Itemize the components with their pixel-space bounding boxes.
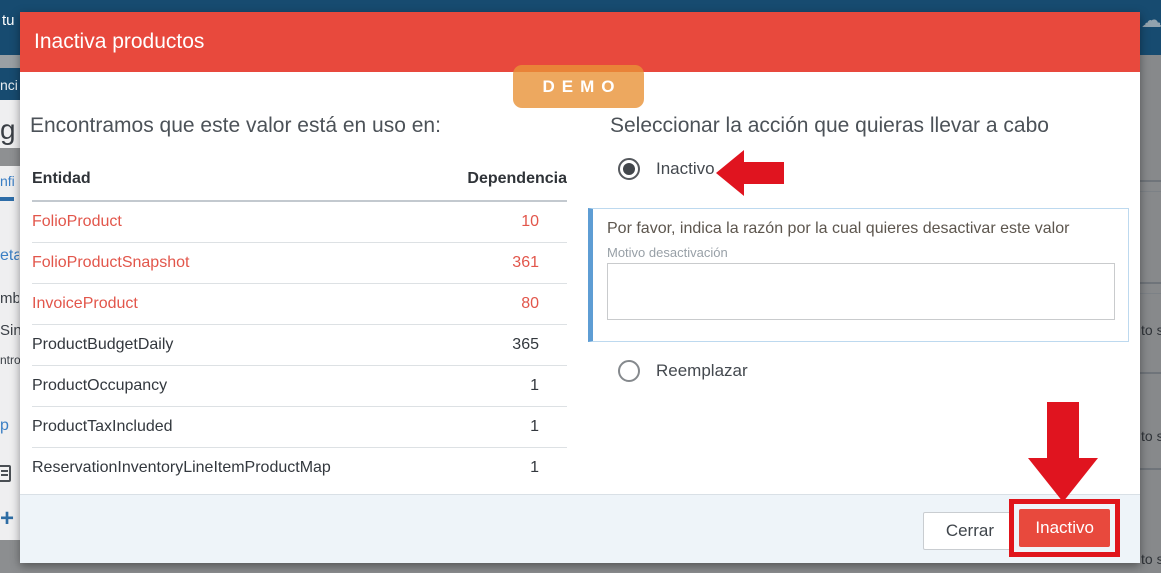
radio-reemplazar-input[interactable] [618, 360, 640, 382]
radio-option-reemplazar[interactable]: Reemplazar [618, 360, 748, 382]
bg-text-fragment: p [0, 417, 9, 434]
add-icon: + [0, 505, 15, 532]
column-header-dependency: Dependencia [433, 160, 567, 202]
bg-text-fragment: ntro [0, 353, 20, 367]
dependency-count: 10 [433, 201, 567, 243]
dialog-body: Encontramos que este valor está en uso e… [20, 72, 1140, 494]
inactivate-button[interactable]: Inactivo [1019, 509, 1110, 547]
bg-row-line [1140, 180, 1161, 182]
annotation-arrow-down-icon [1028, 402, 1098, 502]
table-row: FolioProduct 10 [32, 201, 567, 243]
dependency-table-container[interactable]: Entidad Dependencia FolioProduct 10 Foli… [32, 160, 567, 478]
document-icon [0, 465, 11, 482]
bg-text-fragment: nci [0, 77, 18, 93]
radio-inactivo-label: Inactivo [656, 159, 715, 178]
entity-link[interactable]: FolioProduct [32, 201, 434, 243]
entity-link[interactable]: InvoiceProduct [32, 283, 434, 325]
usage-section: Encontramos que este valor está en uso e… [28, 72, 578, 478]
entity-label: ProductTaxIncluded [32, 406, 434, 448]
column-header-entity: Entidad [32, 160, 434, 202]
entity-label: ProductBudgetDaily [32, 324, 434, 366]
bg-row-line [1140, 468, 1161, 470]
motivo-label: Motivo desactivación [607, 245, 728, 260]
dialog-footer: Cerrar Inactivo [20, 494, 1140, 563]
bg-text-fragment: to s [1141, 551, 1161, 567]
deactivation-reason-panel: Por favor, indica la razón por la cual q… [588, 208, 1129, 342]
entity-link[interactable]: FolioProductSnapshot [32, 242, 434, 284]
bg-row-line [1140, 293, 1161, 294]
background-left-gap [0, 55, 20, 68]
dialog-title: Inactiva productos [34, 30, 205, 53]
action-section: Seleccionar la acción que quieras llevar… [588, 72, 1129, 382]
entity-label: ReservationInventoryLineItemProductMap [32, 447, 434, 478]
bg-text-fragment: to s [1141, 322, 1161, 338]
bg-row-line [1140, 282, 1161, 284]
bg-row-line [1140, 372, 1161, 374]
radio-option-inactivo[interactable]: Inactivo [618, 158, 715, 180]
usage-heading: Encontramos que este valor está en uso e… [30, 114, 441, 137]
dialog-header: Inactiva productos [20, 12, 1140, 72]
background-right-strip [1140, 55, 1161, 573]
dependency-count: 1 [433, 365, 567, 407]
action-heading: Seleccionar la acción que quieras llevar… [610, 114, 1049, 137]
background-left-strip [0, 55, 20, 540]
background-left-gray-block [0, 148, 20, 166]
bg-tab-underline [0, 197, 14, 201]
inactivate-product-dialog: Inactiva productos DEMO Encontramos que … [20, 12, 1140, 563]
bg-text-fragment: g [0, 114, 16, 145]
motivo-textarea[interactable] [607, 263, 1115, 320]
bg-text-fragment: tu [2, 12, 15, 29]
table-row-clipped: ReservationInventoryLineItemProductMap 1 [32, 447, 567, 478]
cloud-icon: ☁ [1141, 9, 1161, 32]
bg-text-fragment: mb [0, 290, 19, 307]
background-bottom-strip [20, 563, 1140, 573]
dependency-count: 80 [433, 283, 567, 325]
reason-instruction: Por favor, indica la razón por la cual q… [607, 220, 1070, 237]
table-header-row: Entidad Dependencia [32, 160, 567, 202]
entity-label: ProductOccupancy [32, 365, 434, 407]
bg-text-fragment: nfi [0, 173, 15, 189]
table-row: ProductTaxIncluded 1 [32, 406, 567, 448]
dependency-count: 361 [433, 242, 567, 284]
dependency-count: 365 [433, 324, 567, 366]
annotation-arrow-left-icon [716, 150, 784, 196]
bg-text-fragment: Sin [0, 322, 20, 339]
bg-text-fragment: eta [0, 247, 19, 264]
radio-reemplazar-label: Reemplazar [656, 361, 748, 380]
table-row: FolioProductSnapshot 361 [32, 242, 567, 284]
bg-text-fragment: to s [1141, 428, 1161, 444]
background-left-blue-block [0, 68, 20, 100]
table-row: ProductBudgetDaily 365 [32, 324, 567, 366]
table-row: InvoiceProduct 80 [32, 283, 567, 325]
close-button[interactable]: Cerrar [922, 512, 1017, 550]
annotation-highlight-frame: Inactivo [1009, 499, 1120, 557]
radio-inactivo-input[interactable] [618, 158, 640, 180]
dependency-table: Entidad Dependencia FolioProduct 10 Foli… [32, 160, 567, 478]
dependency-count: 1 [433, 406, 567, 448]
table-row: ProductOccupancy 1 [32, 365, 567, 407]
demo-badge: DEMO [513, 65, 644, 108]
background-left-bottom [0, 540, 20, 573]
bg-row-line [1140, 191, 1161, 192]
dependency-count: 1 [433, 447, 567, 478]
